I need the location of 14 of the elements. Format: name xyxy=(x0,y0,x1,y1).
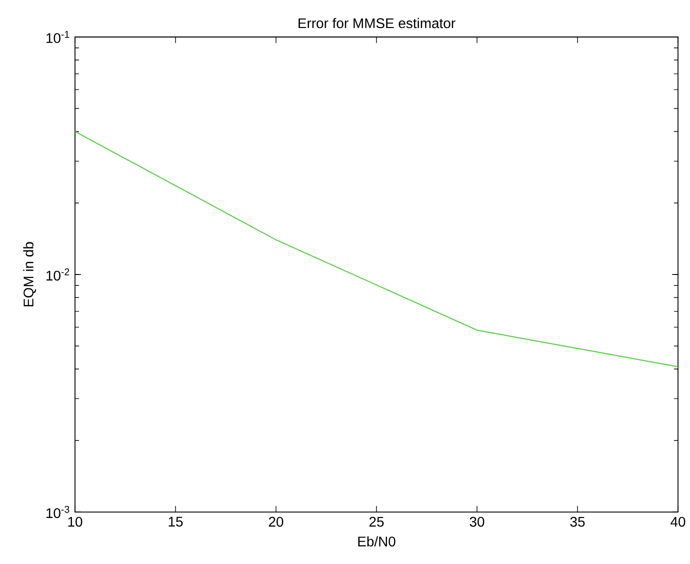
line-series xyxy=(75,130,678,368)
x-axis-title: Eb/N0 xyxy=(358,536,396,546)
x-tick-label: 25 xyxy=(369,516,384,527)
x-tick-label: 10 xyxy=(68,516,82,527)
chart-title: Error for MMSE estimator xyxy=(298,18,456,28)
y-tick-label: 10$^{-2}$ xyxy=(46,268,70,281)
y-axis-title: EQM in db xyxy=(23,242,36,306)
x-tick-label: 40 xyxy=(670,516,686,527)
x-tick-label: 15 xyxy=(168,516,183,527)
x-tick-label: 35 xyxy=(570,516,585,527)
x-tick-label: 20 xyxy=(268,516,284,527)
y-tick-label: 10$^{-1}$ xyxy=(46,30,70,44)
x-tick-label: 30 xyxy=(470,516,484,527)
y-tick-label: 10$^{-3}$ xyxy=(46,506,70,518)
